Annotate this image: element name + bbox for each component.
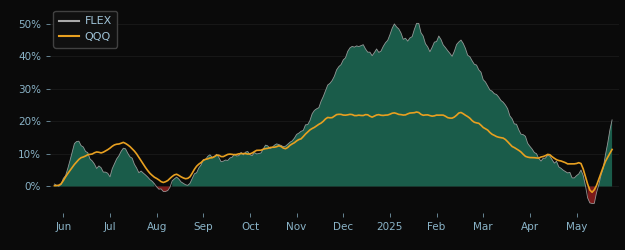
- Legend: FLEX, QQQ: FLEX, QQQ: [53, 11, 118, 48]
